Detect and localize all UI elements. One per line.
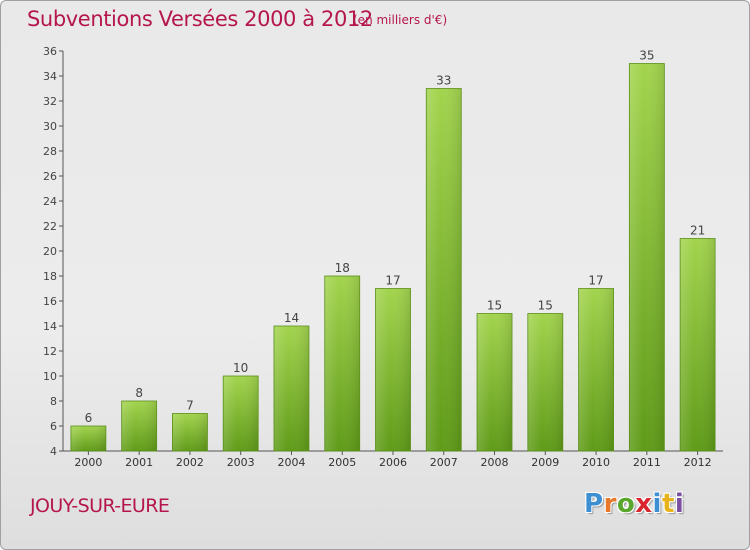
y-tick-label: 18 bbox=[43, 270, 57, 283]
y-tick-label: 30 bbox=[43, 120, 57, 133]
data-label: 17 bbox=[588, 274, 603, 288]
data-label: 18 bbox=[335, 261, 350, 275]
data-label: 35 bbox=[639, 49, 654, 63]
y-tick-label: 8 bbox=[50, 395, 57, 408]
logo-letter: x bbox=[635, 489, 653, 519]
x-tick-label: 2004 bbox=[277, 456, 305, 469]
y-tick-label: 34 bbox=[43, 70, 57, 83]
y-tick-label: 24 bbox=[43, 195, 57, 208]
y-tick-label: 28 bbox=[43, 145, 57, 158]
bar-shine bbox=[71, 426, 106, 451]
x-tick-label: 2005 bbox=[328, 456, 356, 469]
x-tick-label: 2006 bbox=[379, 456, 407, 469]
y-tick-label: 4 bbox=[50, 445, 57, 458]
bar-shine bbox=[274, 326, 309, 451]
x-tick-label: 2010 bbox=[582, 456, 610, 469]
x-tick-label: 2000 bbox=[74, 456, 102, 469]
x-tick-label: 2002 bbox=[176, 456, 204, 469]
logo-letter: t bbox=[661, 489, 675, 519]
data-label: 7 bbox=[186, 399, 194, 413]
bar-shine bbox=[223, 376, 258, 451]
bar-shine bbox=[426, 89, 461, 451]
bar-shine bbox=[579, 289, 614, 451]
x-tick-label: 2001 bbox=[125, 456, 153, 469]
bar-shine bbox=[376, 289, 410, 451]
logo-letter: r bbox=[603, 489, 617, 519]
data-label: 14 bbox=[284, 311, 299, 325]
x-tick-label: 2012 bbox=[684, 456, 712, 469]
data-label: 8 bbox=[135, 386, 143, 400]
logo-letter: P bbox=[584, 489, 604, 519]
data-label: 21 bbox=[690, 224, 705, 238]
x-tick-label: 2008 bbox=[481, 456, 509, 469]
y-tick-label: 10 bbox=[43, 370, 57, 383]
y-tick-label: 22 bbox=[43, 220, 57, 233]
y-tick-label: 16 bbox=[43, 295, 57, 308]
x-tick-label: 2011 bbox=[633, 456, 661, 469]
y-tick-label: 20 bbox=[43, 245, 57, 258]
logo-letter: i bbox=[674, 489, 685, 519]
y-tick-label: 26 bbox=[43, 170, 57, 183]
bar-shine bbox=[172, 414, 207, 451]
logo-letter: i bbox=[652, 489, 662, 519]
y-tick-label: 12 bbox=[43, 345, 57, 358]
data-label: 15 bbox=[538, 299, 553, 313]
data-label: 15 bbox=[487, 299, 502, 313]
y-tick-label: 14 bbox=[43, 320, 57, 333]
data-label: 10 bbox=[233, 361, 248, 375]
logo-letter: o bbox=[616, 489, 636, 519]
bar-shine bbox=[122, 401, 157, 451]
data-label: 33 bbox=[436, 74, 451, 88]
x-tick-label: 2009 bbox=[531, 456, 559, 469]
chart-subtitle: (en milliers d'€) bbox=[353, 13, 448, 27]
y-tick-label: 36 bbox=[43, 45, 57, 58]
x-tick-label: 2003 bbox=[227, 456, 255, 469]
bar-shine bbox=[528, 314, 563, 451]
bar-shine bbox=[629, 64, 664, 451]
bar-shine bbox=[325, 276, 360, 451]
data-label: 6 bbox=[85, 411, 93, 425]
place-name: JOUY-SUR-EURE bbox=[30, 495, 170, 517]
chart-title: Subventions Versées 2000 à 2012 bbox=[27, 7, 373, 31]
bar-shine bbox=[477, 314, 512, 451]
x-tick-label: 2007 bbox=[430, 456, 458, 469]
y-tick-label: 32 bbox=[43, 95, 57, 108]
bar-shine bbox=[680, 239, 715, 451]
y-tick-label: 6 bbox=[50, 420, 57, 433]
data-label: 17 bbox=[385, 274, 400, 288]
proxiti-logo: Proxiti bbox=[584, 489, 684, 519]
